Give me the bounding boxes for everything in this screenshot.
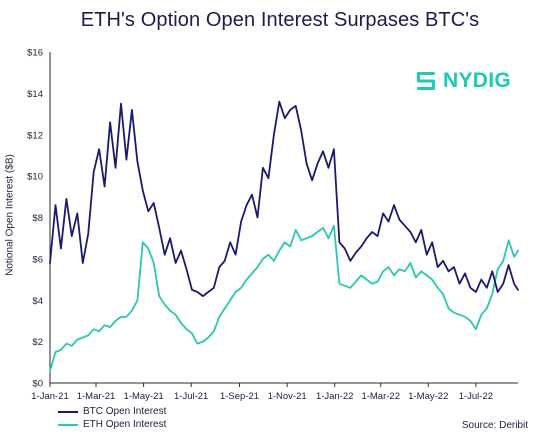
- y-tick-label: $14: [27, 89, 43, 100]
- y-tick-label: $12: [27, 130, 43, 141]
- legend-item-eth: ETH Open Interest: [58, 418, 166, 431]
- series-layer: [49, 100, 519, 372]
- x-tick-label: 1-Jul-22: [459, 391, 493, 402]
- axes: $0 $2 $4 $6 $8 $10 $12 $14 $16 1-Jan-21 1-Mar-21 1-…: [27, 48, 518, 402]
- x-tick-label: 1-Mar-21: [77, 391, 116, 402]
- x-tick-label: 1-May-22: [408, 391, 448, 402]
- legend-item-btc: BTC Open Interest: [58, 405, 166, 418]
- legend-swatch-btc: [58, 410, 78, 413]
- y-tick-label: $0: [32, 379, 43, 390]
- nydig-logo: NYDIG: [415, 69, 511, 93]
- source-note: Source: Deribit: [461, 420, 528, 431]
- x-tick-label: 1-May-21: [124, 391, 164, 402]
- y-tick-label: $6: [32, 254, 43, 265]
- y-tick-label: $10: [27, 172, 43, 183]
- chart-title: ETH's Option Open Interest Surpases BTC'…: [80, 9, 480, 31]
- legend-swatch-eth: [58, 423, 78, 426]
- nydig-logo-icon: [417, 72, 435, 90]
- legend-label-eth: ETH Open Interest: [83, 419, 167, 430]
- x-tick-label: 1-Jan-22: [316, 391, 354, 402]
- y-axis-label: Notional Open Interest ($B): [4, 154, 16, 276]
- logo-text: NYDIG: [443, 69, 512, 92]
- legend: BTC Open Interest ETH Open Interest: [58, 405, 166, 431]
- eth-series-line: [49, 224, 519, 372]
- y-tick-label: $16: [27, 48, 43, 59]
- legend-label-btc: BTC Open Interest: [83, 406, 167, 417]
- x-tick-label: 1-Sep-21: [220, 391, 259, 402]
- y-tick-label: $2: [32, 337, 43, 348]
- btc-series-line: [49, 100, 519, 297]
- x-tick-label: 1-Jul-21: [174, 391, 208, 402]
- x-tick-label: 1-Mar-22: [361, 391, 400, 402]
- x-tick-label: 1-Jan-21: [31, 391, 69, 402]
- x-tick-label: 1-Nov-21: [268, 391, 307, 402]
- y-tick-label: $8: [32, 213, 43, 224]
- y-tick-label: $4: [32, 296, 43, 307]
